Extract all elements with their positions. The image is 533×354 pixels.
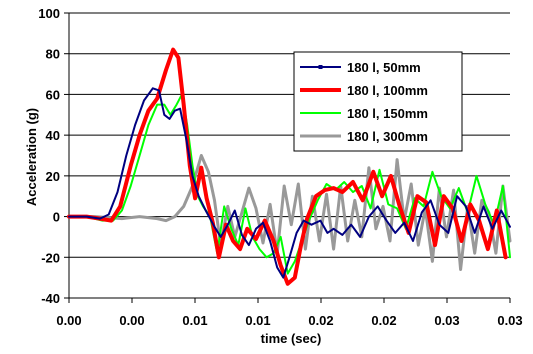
y-tick-label: -40 <box>41 291 60 306</box>
x-tick-label: 0.02 <box>308 313 333 328</box>
series-line-4 <box>67 154 512 271</box>
y-tick-label: 20 <box>46 169 60 184</box>
y-tick-label: 100 <box>38 6 60 21</box>
x-axis-title: time (sec) <box>261 331 322 346</box>
x-tick-label: 0.01 <box>182 313 207 328</box>
series-line-1 <box>68 87 511 279</box>
legend-label-2: 180 l, 100mm <box>347 83 428 98</box>
tick-labels: -40 -20 0 20 40 60 80 100 0.00 0.00 0.01 0.01 0.02 0.… <box>38 6 522 328</box>
legend: 180 l, 50mm 180 l, 100mm 180 l, 150mm 180 l… <box>293 51 463 152</box>
series-line-3 <box>68 93 511 275</box>
x-tick-label: 0.00 <box>119 313 144 328</box>
y-tick-label: -20 <box>41 250 60 265</box>
y-tick-label: 80 <box>46 47 60 62</box>
legend-label-4: 180 l, 300mm <box>347 129 428 144</box>
y-tick-label: 40 <box>46 128 60 143</box>
x-tick-label: 0.00 <box>56 313 81 328</box>
series-line-2 <box>67 47 508 286</box>
x-tick-label: 0.02 <box>371 313 396 328</box>
y-axis-title: Acceleration (g) <box>24 108 39 206</box>
y-tick-label: 0 <box>53 210 60 225</box>
x-tick-label: 0.03 <box>434 313 459 328</box>
y-tick-label: 60 <box>46 87 60 102</box>
legend-marker-2 <box>318 88 323 92</box>
x-tick-label: 0.03 <box>497 313 522 328</box>
legend-label-3: 180 l, 150mm <box>347 106 428 121</box>
axes <box>64 12 511 303</box>
legend-marker-1 <box>318 65 323 69</box>
x-tick-label: 0.01 <box>245 313 270 328</box>
legend-label-1: 180 l, 50mm <box>347 60 421 75</box>
data-series <box>67 47 512 286</box>
